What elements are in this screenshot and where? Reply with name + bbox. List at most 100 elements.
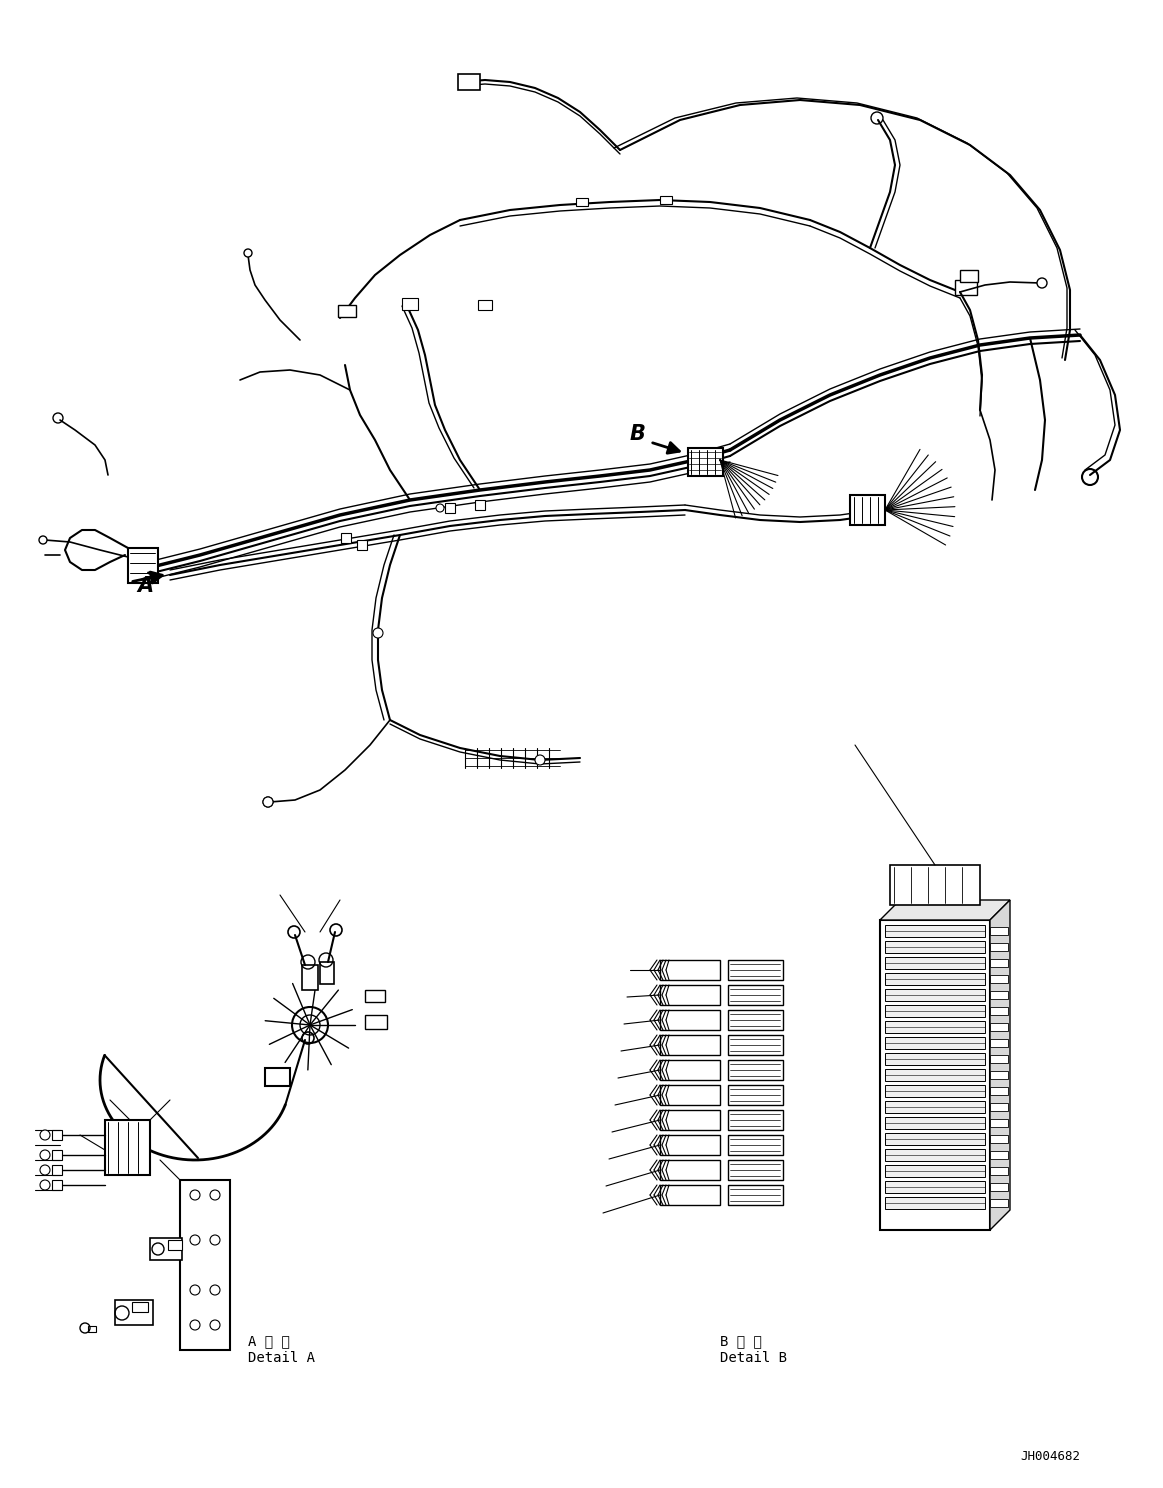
- Bar: [302, 966, 317, 990]
- Bar: [128, 548, 158, 583]
- Circle shape: [535, 754, 545, 765]
- Text: A: A: [137, 576, 154, 597]
- Bar: [659, 1085, 720, 1106]
- Bar: [659, 1135, 720, 1155]
- Bar: [990, 1135, 1008, 1143]
- Bar: [990, 943, 1008, 951]
- Bar: [885, 973, 985, 985]
- Bar: [990, 1119, 1008, 1126]
- Bar: [885, 1101, 985, 1113]
- Bar: [955, 280, 977, 295]
- Circle shape: [40, 1165, 50, 1176]
- Bar: [478, 301, 492, 310]
- Bar: [659, 1110, 720, 1129]
- Text: Detail A: Detail A: [248, 1351, 315, 1364]
- Bar: [728, 1059, 783, 1080]
- Bar: [659, 1010, 720, 1030]
- Circle shape: [40, 1150, 50, 1161]
- Circle shape: [373, 628, 383, 638]
- Bar: [659, 1161, 720, 1180]
- Bar: [990, 1103, 1008, 1112]
- Bar: [885, 1117, 985, 1129]
- Bar: [728, 1085, 783, 1106]
- Bar: [990, 927, 1008, 934]
- Bar: [885, 1037, 985, 1049]
- Bar: [728, 985, 783, 1004]
- Bar: [338, 305, 356, 317]
- Bar: [728, 1184, 783, 1205]
- Text: JH004682: JH004682: [1020, 1449, 1080, 1463]
- Text: Detail B: Detail B: [720, 1351, 787, 1364]
- Bar: [880, 920, 990, 1231]
- Bar: [52, 1165, 62, 1176]
- Bar: [885, 1149, 985, 1161]
- Bar: [341, 533, 351, 543]
- Bar: [52, 1180, 62, 1190]
- Circle shape: [263, 798, 273, 806]
- Bar: [990, 1024, 1008, 1031]
- Bar: [445, 503, 455, 513]
- Circle shape: [244, 248, 252, 257]
- Bar: [885, 1054, 985, 1065]
- Bar: [458, 74, 480, 89]
- Bar: [990, 1199, 1008, 1207]
- Circle shape: [436, 504, 444, 512]
- Bar: [728, 1036, 783, 1055]
- Circle shape: [190, 1190, 200, 1199]
- Bar: [885, 940, 985, 952]
- Bar: [885, 1132, 985, 1144]
- Bar: [885, 1004, 985, 1016]
- Bar: [885, 990, 985, 1001]
- Bar: [167, 1240, 181, 1250]
- Bar: [365, 990, 385, 1001]
- Bar: [990, 1055, 1008, 1062]
- Circle shape: [1037, 278, 1047, 289]
- Circle shape: [211, 1320, 220, 1330]
- Bar: [265, 1068, 290, 1086]
- Circle shape: [40, 536, 47, 545]
- Circle shape: [211, 1235, 220, 1245]
- Bar: [990, 1088, 1008, 1095]
- Bar: [659, 1059, 720, 1080]
- Bar: [402, 298, 418, 310]
- Bar: [365, 1015, 387, 1030]
- Bar: [885, 1196, 985, 1208]
- Circle shape: [190, 1235, 200, 1245]
- Bar: [728, 1010, 783, 1030]
- Bar: [885, 1085, 985, 1097]
- Bar: [659, 960, 720, 981]
- Bar: [131, 1302, 148, 1312]
- Bar: [885, 1181, 985, 1193]
- Bar: [115, 1301, 154, 1324]
- Bar: [659, 196, 672, 204]
- Bar: [990, 1007, 1008, 1015]
- Bar: [959, 269, 978, 283]
- Circle shape: [211, 1286, 220, 1295]
- Circle shape: [40, 1129, 50, 1140]
- Bar: [885, 1165, 985, 1177]
- Bar: [52, 1129, 62, 1140]
- Bar: [990, 1039, 1008, 1048]
- Bar: [728, 960, 783, 981]
- Bar: [728, 1110, 783, 1129]
- Bar: [105, 1120, 150, 1176]
- Bar: [885, 1068, 985, 1080]
- Bar: [659, 1184, 720, 1205]
- Circle shape: [152, 1242, 164, 1254]
- Bar: [990, 991, 1008, 998]
- Text: B 詳 細: B 詳 細: [720, 1335, 762, 1348]
- Bar: [990, 1071, 1008, 1079]
- Bar: [576, 198, 588, 205]
- Circle shape: [211, 1190, 220, 1199]
- Circle shape: [190, 1320, 200, 1330]
- Bar: [885, 957, 985, 969]
- Bar: [990, 958, 1008, 967]
- Bar: [850, 496, 885, 525]
- Polygon shape: [880, 900, 1009, 920]
- Bar: [728, 1135, 783, 1155]
- Bar: [990, 1167, 1008, 1176]
- Bar: [990, 1152, 1008, 1159]
- Bar: [885, 1021, 985, 1033]
- Bar: [320, 963, 334, 984]
- Bar: [357, 540, 368, 551]
